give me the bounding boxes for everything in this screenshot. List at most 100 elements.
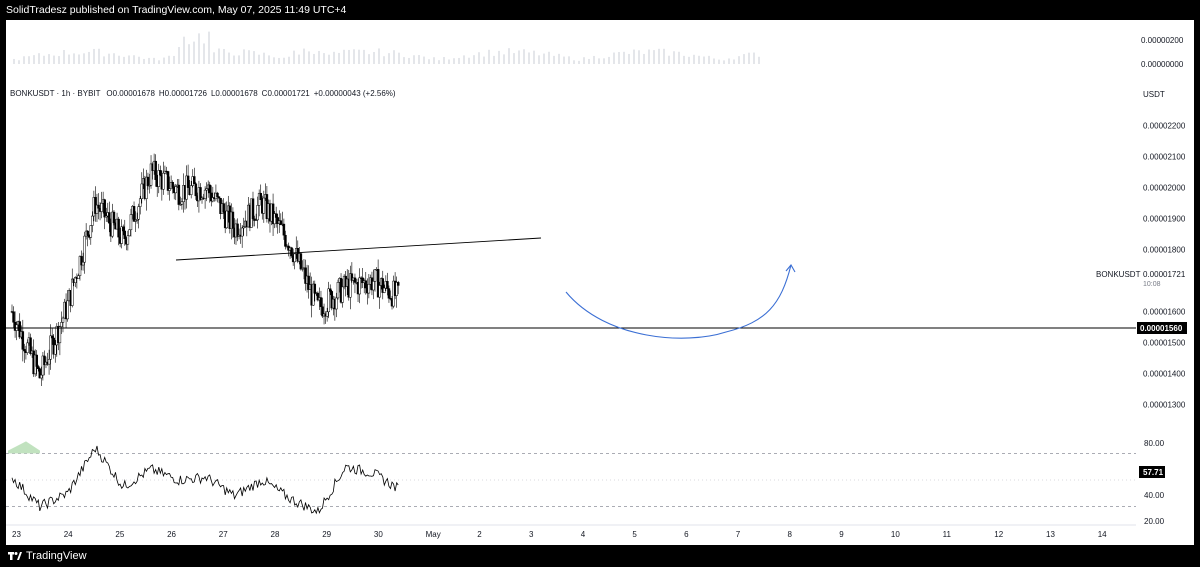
rsi-value-tag (1139, 466, 1165, 478)
time-label: 3 (529, 530, 534, 539)
candle-body (279, 220, 283, 225)
candle-body (123, 230, 127, 239)
candle-body (273, 213, 276, 225)
time-label: May (426, 530, 441, 539)
candle-body (12, 311, 15, 323)
candle-body (193, 176, 196, 185)
chart-panel[interactable]: 0.00000200 0.00000000 BONKUSDT · 1h · BY… (6, 20, 1194, 545)
candle-body (336, 282, 340, 299)
candle-body (77, 275, 80, 279)
candle-body (256, 205, 259, 221)
candle-body (328, 288, 332, 292)
candlestick-series (10, 153, 400, 387)
candle-body (50, 335, 54, 339)
candle-body (319, 297, 323, 308)
candle-body (327, 288, 330, 313)
candle-body (242, 226, 245, 229)
candle-body (387, 288, 391, 299)
candle-body (89, 225, 93, 238)
candle-body (361, 277, 364, 284)
candle-body (341, 286, 344, 303)
candle-body (349, 273, 352, 298)
candle-body (134, 220, 137, 222)
time-axis[interactable]: 23 24 25 26 27 28 29 30 May 2 3 4 5 6 7 8 9 10 11 12 13 14 (12, 530, 1107, 539)
last-price-label: 0.00001721 (1143, 270, 1186, 279)
candle-body (222, 203, 225, 213)
candle-body (21, 331, 25, 350)
candle-body (168, 188, 171, 191)
top-pane-tick: 0.00000000 (1141, 60, 1184, 69)
candle-body (108, 212, 111, 224)
candle-body (104, 215, 108, 218)
candle-body (217, 196, 221, 199)
candle-body (179, 204, 182, 206)
candle-body (80, 256, 83, 266)
candle-body (171, 181, 174, 188)
candle-body (120, 226, 123, 244)
candle-body (97, 204, 100, 209)
time-label: 27 (219, 530, 228, 539)
candle-body (335, 297, 338, 310)
countdown-label: 10:08 (1143, 281, 1161, 288)
time-label: 4 (581, 530, 586, 539)
candle-body (128, 229, 131, 237)
price-tick: 0.00002100 (1143, 153, 1186, 162)
time-label: 30 (374, 530, 383, 539)
rsi-line (11, 445, 399, 515)
candle-body (386, 281, 389, 289)
candle-body (259, 192, 262, 201)
candle-body (149, 163, 153, 186)
price-axis[interactable]: 0.00002200 0.00002100 0.00002000 0.00001900… (1143, 122, 1186, 410)
candle-body (81, 261, 85, 266)
publisher-bar: SolidTradesz published on TradingView.co… (0, 0, 1200, 20)
price-tick: 0.00001400 (1143, 370, 1186, 379)
candle-body (117, 218, 120, 238)
time-label: 14 (1098, 530, 1107, 539)
candle-body (236, 223, 239, 237)
candle-body (325, 311, 329, 317)
candle-body (38, 368, 42, 379)
candle-body (177, 184, 181, 205)
candle-body (35, 354, 38, 367)
time-label: 13 (1046, 530, 1055, 539)
time-label: 25 (115, 530, 124, 539)
candle-body (383, 287, 386, 293)
candle-body (135, 218, 139, 221)
candle-body (145, 176, 148, 199)
rising-trendline[interactable] (175, 237, 542, 261)
rsi-tick: 80.00 (1144, 439, 1165, 448)
candle-body (140, 183, 144, 199)
candle-body (40, 374, 43, 379)
candle-body (307, 275, 310, 290)
brand-bar: TradingView (0, 545, 1200, 567)
candle-body (211, 197, 215, 202)
price-chart[interactable]: 0.00000200 0.00000000 BONKUSDT · 1h · BY… (6, 20, 1194, 545)
candle-body (199, 187, 202, 200)
candle-body (157, 170, 161, 187)
candle-body (316, 292, 320, 301)
rsi-pane[interactable] (6, 441, 1136, 515)
candle-body (376, 269, 380, 298)
price-tick: 0.00001800 (1143, 246, 1186, 255)
candle-body (293, 253, 296, 263)
publisher-text: SolidTradesz published on TradingView.co… (6, 4, 347, 16)
time-label: 12 (994, 530, 1003, 539)
candle-body (95, 204, 99, 214)
candle-body (37, 366, 40, 369)
candle-body (396, 282, 400, 286)
top-pane-tick: 0.00000200 (1141, 36, 1184, 45)
candle-body (254, 219, 258, 221)
candle-body (83, 235, 86, 263)
candle-body (358, 277, 361, 295)
candle-body (121, 226, 125, 232)
rounded-bottom-curve[interactable] (565, 264, 792, 339)
candle-body (189, 185, 193, 195)
candle-body (311, 283, 315, 306)
candle-body (146, 176, 150, 187)
candle-body (216, 192, 219, 198)
price-tick: 0.00001300 (1143, 401, 1186, 410)
candle-body (159, 170, 162, 176)
time-label: 11 (943, 530, 952, 539)
candle-body (74, 276, 77, 283)
candle-body (240, 227, 244, 237)
